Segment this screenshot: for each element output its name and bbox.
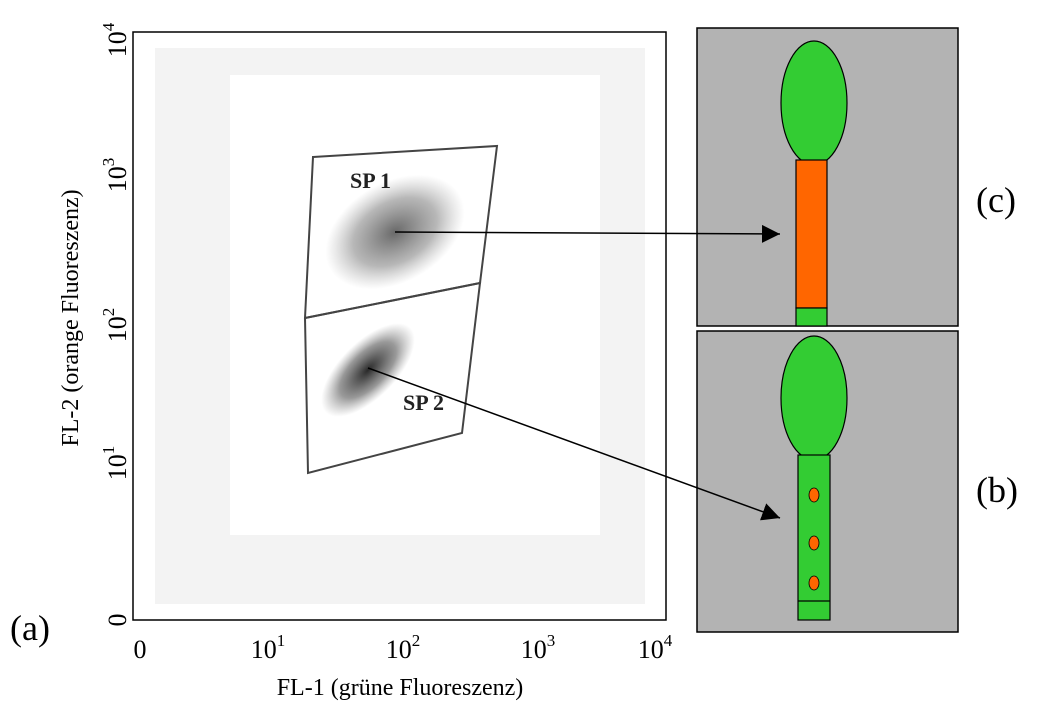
gate-sp2 — [303, 281, 482, 475]
tick-exp: 4 — [664, 631, 673, 650]
plot-inner — [230, 75, 600, 535]
cell-body-orange — [795, 159, 828, 309]
tick-exp: 3 — [547, 631, 556, 650]
gate-label: SP 2 — [403, 390, 444, 415]
tick-base: 10 — [638, 635, 664, 664]
x-axis-label: FL-1 (grüne Fluoreszenz) — [277, 675, 524, 701]
tick-base: 10 — [103, 316, 132, 342]
tick-exp: 3 — [99, 158, 118, 167]
tick-base: 10 — [521, 635, 547, 664]
tick-base: 10 — [386, 635, 412, 664]
x-tick-label: 104 — [638, 631, 673, 664]
cell-foot — [795, 307, 828, 327]
tick-base: 10 — [103, 31, 132, 57]
y-tick-label: 0 — [103, 614, 132, 627]
x-tick-label: 101 — [251, 631, 286, 664]
tick-exp: 4 — [99, 22, 118, 31]
tick-exp: 1 — [277, 631, 286, 650]
panel-label: (c) — [976, 180, 1016, 220]
orange-spot — [808, 575, 820, 591]
tick-base: 10 — [103, 454, 132, 480]
x-tick-label: 103 — [521, 631, 556, 664]
arrow — [367, 367, 781, 521]
cell-head — [780, 335, 848, 461]
gate-label: SP 1 — [350, 168, 391, 193]
y-tick-label: 102 — [99, 308, 132, 343]
y-tick-label: 104 — [99, 22, 132, 57]
y-tick-label: 101 — [99, 446, 132, 481]
tick-exp: 2 — [99, 308, 118, 317]
panel-label: (a) — [10, 608, 50, 648]
tick-base: 10 — [103, 166, 132, 192]
orange-spot — [808, 535, 820, 551]
tick-exp: 2 — [412, 631, 421, 650]
arrow — [394, 224, 781, 243]
y-tick-label: 103 — [99, 158, 132, 193]
tick-exp: 1 — [99, 446, 118, 455]
x-tick-label: 102 — [386, 631, 421, 664]
cloud-sp2 — [321, 323, 415, 417]
cell-head — [780, 40, 848, 166]
tick-base: 10 — [251, 635, 277, 664]
y-axis-label: FL-2 (orange Fluoreszenz) — [58, 189, 84, 446]
panel-label: (b) — [976, 470, 1018, 510]
x-tick-label: 0 — [134, 635, 147, 664]
orange-spot — [808, 487, 820, 503]
